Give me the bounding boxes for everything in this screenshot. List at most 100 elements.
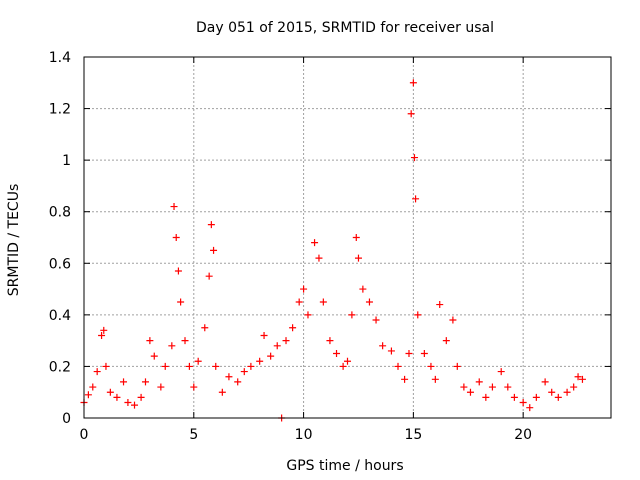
- data-point: [207, 221, 215, 229]
- data-point: [289, 324, 297, 332]
- data-point: [354, 254, 362, 262]
- data-point: [497, 368, 505, 376]
- data-point: [190, 383, 198, 391]
- data-point: [170, 203, 178, 211]
- data-point: [98, 331, 106, 339]
- data-point: [401, 375, 409, 383]
- data-point: [212, 362, 220, 370]
- data-point: [124, 399, 132, 407]
- data-point: [84, 391, 92, 399]
- y-tick-label: 1: [62, 153, 71, 169]
- data-point: [177, 298, 185, 306]
- axis-ticks: 0 5 10 15 20 0 0.2 0.4 0.6 0.8 1 1.2 1.4: [49, 50, 611, 443]
- data-point: [311, 239, 319, 247]
- data-point: [526, 404, 534, 412]
- data-point: [315, 254, 323, 262]
- data-points: [80, 79, 586, 422]
- data-point: [431, 375, 439, 383]
- data-point: [412, 195, 420, 203]
- x-tick-label: 10: [295, 427, 313, 443]
- data-point: [100, 326, 108, 334]
- data-point: [352, 234, 360, 241]
- data-point: [372, 316, 380, 324]
- y-tick-label: 0.4: [49, 308, 71, 324]
- data-point: [348, 311, 356, 319]
- data-point: [185, 362, 193, 370]
- x-axis-label: GPS time / hours: [286, 458, 403, 474]
- data-point: [319, 298, 327, 306]
- data-point: [359, 285, 367, 293]
- data-point: [449, 316, 457, 324]
- data-point: [174, 267, 182, 275]
- data-point: [172, 234, 180, 241]
- data-point: [570, 383, 578, 391]
- data-point: [194, 357, 202, 365]
- data-point: [548, 388, 556, 396]
- data-point: [141, 378, 149, 386]
- data-point: [578, 375, 586, 383]
- data-point: [563, 388, 571, 396]
- data-point: [93, 368, 101, 376]
- data-point: [256, 357, 264, 365]
- data-point: [161, 362, 169, 370]
- data-point: [365, 298, 373, 306]
- data-point: [532, 393, 540, 401]
- data-point: [234, 378, 242, 386]
- data-point: [488, 383, 496, 391]
- data-point: [247, 362, 255, 370]
- data-point: [201, 324, 209, 332]
- data-point: [519, 399, 527, 407]
- data-point: [420, 350, 428, 358]
- data-point: [436, 301, 444, 309]
- data-point: [295, 298, 303, 306]
- data-point: [427, 362, 435, 370]
- data-point: [414, 311, 422, 319]
- data-point: [240, 368, 248, 376]
- data-point: [89, 383, 97, 391]
- data-point: [379, 342, 387, 350]
- data-point: [442, 337, 450, 345]
- x-tick-label: 5: [189, 427, 198, 443]
- data-point: [113, 393, 121, 401]
- data-point: [157, 383, 165, 391]
- y-tick-label: 0.6: [49, 256, 71, 272]
- x-tick-label: 0: [80, 427, 89, 443]
- data-point: [137, 393, 145, 401]
- data-point: [267, 352, 275, 360]
- y-tick-label: 0.2: [49, 359, 71, 375]
- data-point: [300, 285, 308, 293]
- data-point: [146, 337, 154, 345]
- data-point: [168, 342, 176, 350]
- x-tick-label: 15: [404, 427, 422, 443]
- data-point: [475, 378, 483, 386]
- data-point: [460, 383, 468, 391]
- data-point: [304, 311, 312, 319]
- data-point: [482, 393, 490, 401]
- y-tick-label: 0: [62, 411, 71, 427]
- grid-lines: [84, 57, 611, 418]
- x-tick-label: 20: [514, 427, 532, 443]
- data-point: [260, 331, 268, 339]
- data-point: [409, 79, 417, 87]
- y-tick-label: 1.2: [49, 102, 71, 118]
- y-tick-label: 1.4: [49, 50, 71, 66]
- data-point: [333, 350, 341, 358]
- data-point: [326, 337, 334, 345]
- data-point: [407, 110, 415, 118]
- data-point: [282, 337, 290, 345]
- data-point: [510, 393, 518, 401]
- data-point: [504, 383, 512, 391]
- data-point: [120, 378, 128, 386]
- data-point: [181, 337, 189, 345]
- data-point: [102, 362, 110, 370]
- y-tick-label: 0.8: [49, 205, 71, 221]
- data-point: [405, 350, 413, 358]
- chart-title: Day 051 of 2015, SRMTID for receiver usa…: [196, 20, 494, 36]
- data-point: [273, 342, 281, 350]
- plot-frame: [83, 56, 612, 419]
- data-point: [150, 352, 158, 360]
- data-point: [466, 388, 474, 396]
- data-point: [574, 373, 582, 381]
- data-point: [131, 401, 139, 409]
